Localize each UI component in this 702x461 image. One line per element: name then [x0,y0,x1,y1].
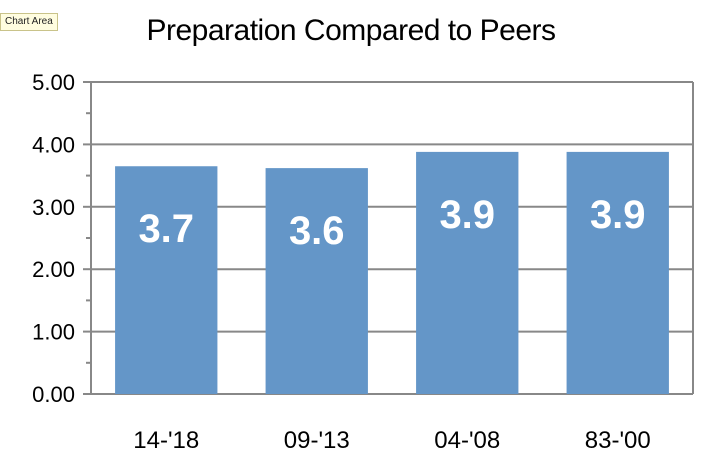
bar-3 [566,151,669,394]
chart-title: Preparation Compared to Peers [146,14,556,47]
y-tick-label-0: 0.00 [32,382,75,407]
y-tick-label-1: 1.00 [32,320,75,345]
bars [115,151,669,394]
bar-1 [265,168,368,394]
data-label-3: 3.9 [590,193,646,237]
x-tick-label-2: 04-'08 [434,427,500,454]
chart-area-tooltip: Chart Area [0,13,58,31]
y-tick-label-5: 5.00 [32,70,75,95]
x-tick-label-0: 14-'18 [133,427,199,454]
y-tick-label-3: 3.00 [32,195,75,220]
bar-0 [115,166,218,394]
x-tick-label-1: 09-'13 [284,427,350,454]
data-label-2: 3.9 [439,193,495,237]
x-tick-label-3: 83-'00 [585,427,651,454]
y-tick-label-4: 4.00 [32,132,75,157]
bar-2 [416,151,519,394]
labels: 0.00 1.00 2.00 3.00 4.00 5.00 3.7 14-'18 3.6 09-'… [32,70,651,454]
y-tick-label-2: 2.00 [32,257,75,282]
data-label-0: 3.7 [138,207,194,251]
data-label-1: 3.6 [289,209,345,253]
